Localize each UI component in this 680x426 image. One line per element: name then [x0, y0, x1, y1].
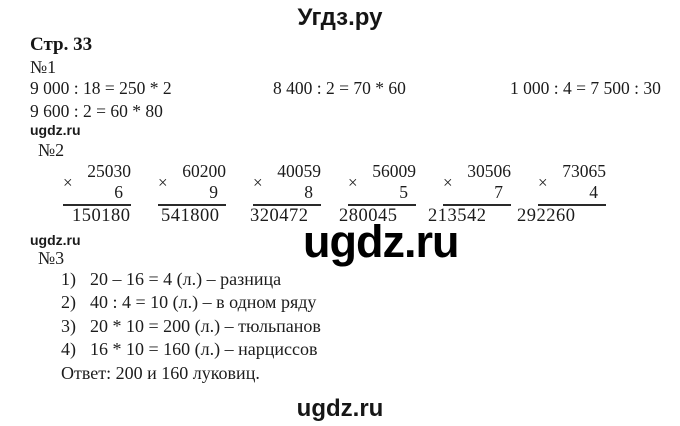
multiplication-problem: × 30506 7: [443, 161, 511, 206]
solution-step: 4) 16 * 10 = 160 (л.) – нарциссов: [61, 338, 321, 361]
step-number: 2): [61, 292, 76, 313]
multiplication-problem: × 25030 6: [63, 161, 131, 206]
multiplier: 4: [538, 182, 606, 206]
step-text: 16 * 10 = 160 (л.) – нарциссов: [90, 339, 318, 360]
multiply-sign: ×: [443, 173, 453, 192]
multiply-sign: ×: [348, 173, 358, 192]
multiplicand: 73065: [562, 161, 606, 181]
task2-label: №2: [38, 140, 65, 160]
multiplication-results-row: 150180 541800 320472 280045 213542 29226…: [72, 206, 580, 227]
task1-equation: 1 000 : 4 = 7 500 : 30: [510, 78, 661, 98]
watermark-big: ugdz.ru: [303, 216, 459, 267]
solution-step: 1) 20 – 16 = 4 (л.) – разница: [61, 268, 321, 291]
multiply-sign: ×: [538, 173, 548, 192]
site-title-watermark: Угдз.ру: [297, 4, 383, 31]
task3-label: №3: [38, 248, 65, 268]
multiplicand: 25030: [87, 161, 131, 181]
multiplicand: 40059: [277, 161, 321, 181]
multiplicand: 30506: [467, 161, 511, 181]
multiply-sign: ×: [63, 173, 73, 192]
step-text: 20 – 16 = 4 (л.) – разница: [90, 269, 282, 289]
multiply-sign: ×: [158, 173, 168, 192]
step-number: 4): [61, 339, 76, 360]
watermark-small: ugdz.ru: [30, 122, 81, 138]
task1-label: №1: [30, 57, 57, 77]
multiplier: 7: [443, 182, 511, 206]
watermark-small: ugdz.ru: [30, 232, 81, 248]
task1-equation: 9 600 : 2 = 60 * 80: [30, 101, 163, 121]
multiplication-problem: × 56009 5: [348, 161, 416, 206]
multiply-sign: ×: [253, 173, 263, 192]
solution-step: 3) 20 * 10 = 200 (л.) – тюльпанов: [61, 315, 321, 338]
footer-watermark: ugdz.ru: [296, 395, 384, 422]
step-number: 3): [61, 315, 76, 336]
answer-line: Ответ: 200 и 160 луковиц.: [61, 362, 260, 383]
step-text: 40 : 4 = 10 (л.) – в одном ряду: [90, 292, 317, 313]
multiplicand: 60200: [182, 161, 226, 181]
solution-step: 2) 40 : 4 = 10 (л.) – в одном ряду: [61, 291, 321, 314]
product: 320472: [250, 206, 309, 226]
step-number: 1): [61, 269, 76, 289]
multiplier: 5: [348, 182, 416, 206]
multiplier: 9: [158, 182, 226, 206]
step-text: 20 * 10 = 200 (л.) – тюльпанов: [90, 315, 321, 336]
multiplication-problems-row: × 25030 6 × 60200 9 × 40059 8 × 56009 5 …: [63, 161, 606, 206]
task3-solution-steps: 1) 20 – 16 = 4 (л.) – разница 2) 40 : 4 = …: [61, 268, 321, 385]
task1-equation: 8 400 : 2 = 70 * 60: [273, 78, 406, 98]
page-number-label: Стр. 33: [30, 34, 93, 55]
multiplier: 6: [63, 182, 131, 206]
product: 541800: [161, 206, 220, 226]
multiplication-problem: × 60200 9: [158, 161, 226, 206]
product: 150180: [72, 206, 131, 226]
multiplier: 8: [253, 182, 321, 206]
task1-equation: 9 000 : 18 = 250 * 2: [30, 78, 172, 98]
multiplication-problem: × 40059 8: [253, 161, 321, 206]
product: 280045: [339, 206, 398, 226]
product: 213542: [428, 206, 487, 226]
multiplication-problem: × 73065 4: [538, 161, 606, 206]
product: 292260: [517, 206, 576, 226]
multiplicand: 56009: [372, 161, 416, 181]
